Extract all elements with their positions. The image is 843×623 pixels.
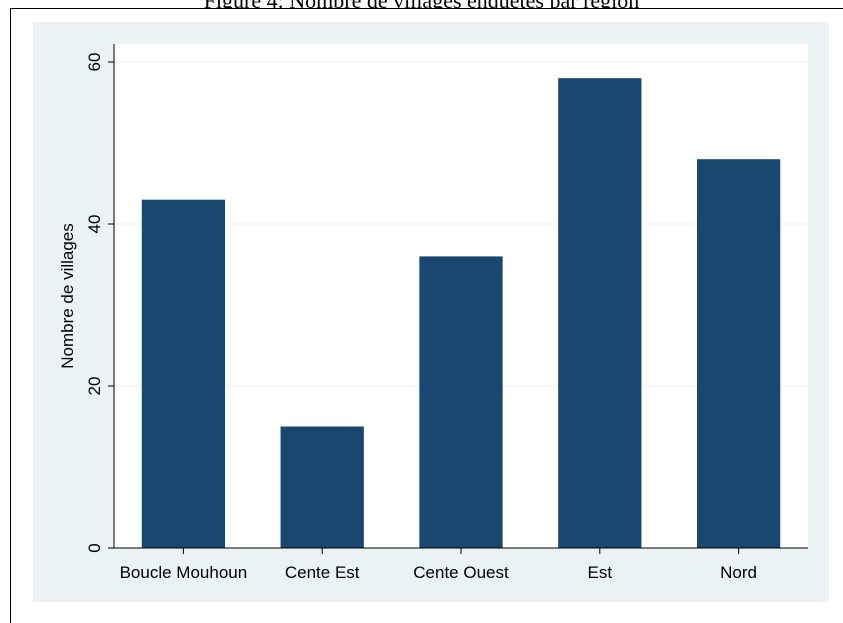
x-tick-label: Cente Ouest	[413, 563, 509, 582]
figure-caption-partial: Figure 4: Nombre de villages enquêtés pa…	[0, 0, 843, 8]
bar-boucle-mouhoun	[141, 199, 226, 548]
bar-cente-ouest	[419, 256, 503, 548]
y-ticks: 0 20 40 60	[85, 53, 114, 553]
bar-cente-est	[280, 426, 364, 548]
y-tick-label: 0	[85, 543, 104, 552]
x-tick-label: Cente Est	[285, 563, 360, 582]
y-axis-title: Nombre de villages	[58, 223, 77, 369]
x-tick-label: Boucle Mouhoun	[120, 563, 248, 582]
x-tick-label: Nord	[720, 563, 757, 582]
bar-nord	[696, 159, 781, 548]
x-ticks: Boucle Mouhoun Cente Est Cente Ouest Est Nor…	[120, 548, 757, 582]
bar-est	[558, 78, 642, 548]
y-tick-label: 40	[85, 215, 104, 234]
bars	[141, 78, 781, 548]
figure-frame	[10, 8, 843, 623]
x-tick-label: Est	[588, 563, 613, 582]
y-tick-label: 60	[85, 53, 104, 72]
y-tick-label: 20	[85, 377, 104, 396]
